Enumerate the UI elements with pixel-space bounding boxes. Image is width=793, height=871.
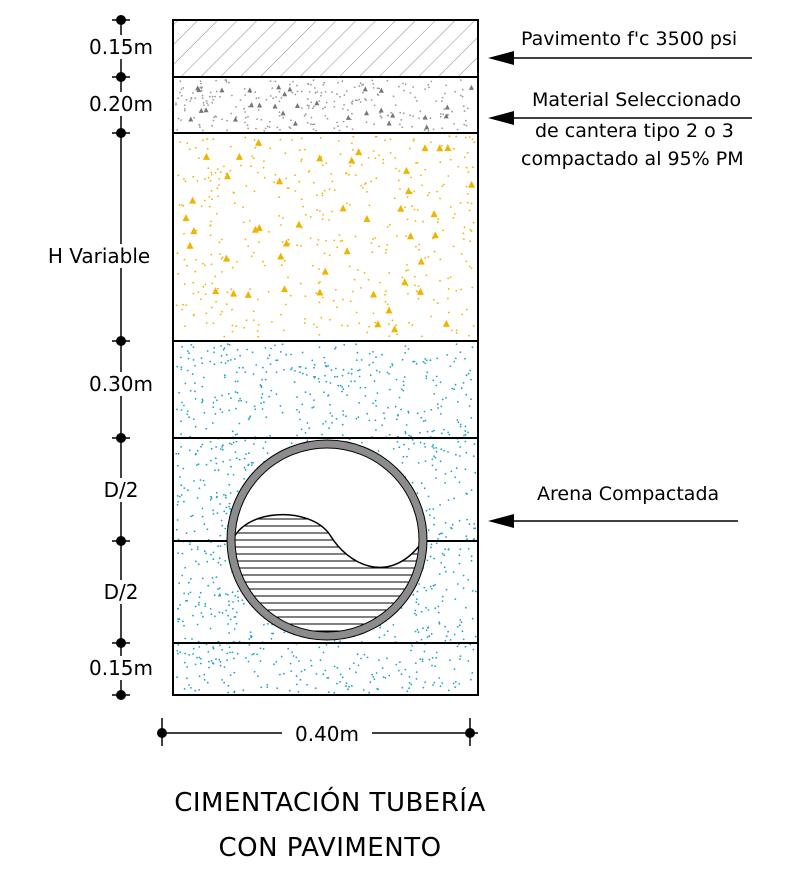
label-base-line-1: Material Seleccionado [532, 89, 741, 111]
dim-trench-width: 0.40m [295, 722, 359, 746]
dim-lower-half-pipe: D/2 [104, 580, 139, 604]
label-pavement: Pavimento f'c 3500 psi [521, 28, 737, 50]
variable-fill-layer [175, 135, 476, 338]
label-base-line-2: de cantera tipo 2 o 3 [535, 120, 734, 142]
label-base-line-3: compactado al 95% PM [521, 148, 744, 170]
dim-base-thickness: 0.20m [89, 92, 153, 116]
dim-fill-height: H Variable [48, 244, 150, 268]
drawing-title-line-1: CIMENTACIÓN TUBERÍA [174, 786, 486, 818]
width-dimension [157, 718, 478, 746]
leader-arrows [488, 51, 752, 528]
dimension-nodes [116, 15, 126, 700]
pipe [226, 439, 428, 641]
dim-cover-over-pipe: 0.30m [89, 372, 153, 396]
pipe-water-surface [230, 513, 421, 569]
label-compacted-sand: Arena Compactada [537, 483, 719, 505]
dim-pavement-thickness: 0.15m [89, 35, 153, 59]
pavement-layer [173, 20, 478, 77]
selected-base-layer [175, 79, 474, 132]
pipe-wall [227, 440, 427, 640]
dim-upper-half-pipe: D/2 [104, 478, 139, 502]
dim-bedding-thickness: 0.15m [89, 656, 153, 680]
trench-outline [172, 19, 479, 696]
drawing-title-line-2: CON PAVIMENTO [218, 833, 441, 863]
